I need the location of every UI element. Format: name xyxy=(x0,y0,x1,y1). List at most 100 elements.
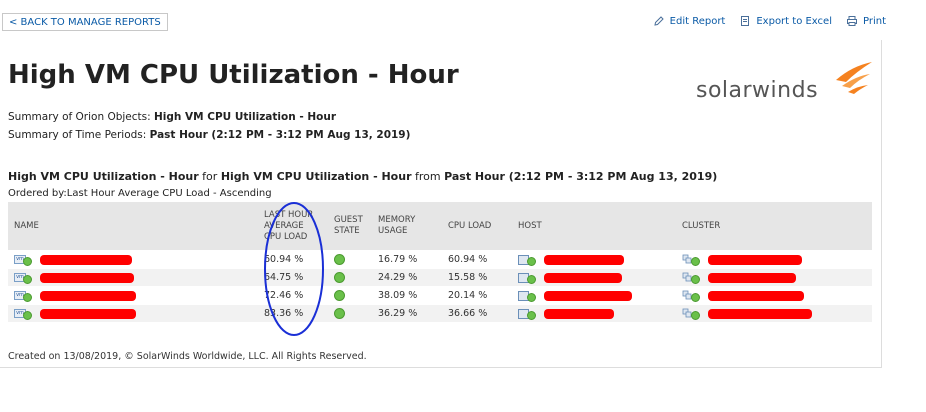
col-host-header[interactable]: HOST xyxy=(512,202,676,251)
host-cell[interactable] xyxy=(512,268,676,287)
host-icon xyxy=(518,272,540,284)
cluster-icon xyxy=(682,272,704,284)
status-up-icon xyxy=(527,310,536,320)
cluster-icon xyxy=(682,290,704,302)
redacted-cluster-name xyxy=(708,254,802,265)
status-up-icon xyxy=(527,292,536,302)
status-up-icon xyxy=(23,256,32,266)
col-guest-state-header[interactable]: GUEST STATE xyxy=(328,202,372,251)
avg-cpu-cell: 64.75 % xyxy=(258,268,328,287)
table-row[interactable]: vm 83.36 % 36.29 % 36.66 % xyxy=(8,304,872,322)
host-cell[interactable] xyxy=(512,286,676,305)
subtitle-period: Past Hour (2:12 PM - 3:12 PM Aug 13, 201… xyxy=(444,170,718,183)
table-row[interactable]: vm 64.75 % 24.29 % 15.58 % xyxy=(8,268,872,287)
redacted-cluster-name xyxy=(708,272,796,283)
status-up-icon xyxy=(691,256,700,266)
redacted-cluster-name xyxy=(708,290,804,301)
export-excel-label: Export to Excel xyxy=(756,15,832,27)
solarwinds-logo: solarwinds xyxy=(696,58,876,103)
back-to-manage-reports-button[interactable]: < BACK TO MANAGE REPORTS xyxy=(2,13,168,31)
guest-state-cell xyxy=(328,304,372,322)
report-footer: Created on 13/08/2019, © SolarWinds Worl… xyxy=(8,351,367,362)
vm-name-cell[interactable]: vm xyxy=(8,304,258,322)
cluster-cell[interactable] xyxy=(676,286,872,305)
vm-name-cell[interactable]: vm xyxy=(8,268,258,287)
vm-icon: vm xyxy=(14,272,36,284)
summary-objects-value: High VM CPU Utilization - Hour xyxy=(154,111,337,123)
guest-state-cell xyxy=(328,250,372,269)
print-link[interactable]: Print xyxy=(846,13,886,29)
table-row[interactable]: vm 72.46 % 38.09 % 20.14 % xyxy=(8,286,872,305)
status-up-icon xyxy=(527,256,536,266)
export-excel-link[interactable]: Export to Excel xyxy=(739,13,832,29)
vm-name-cell[interactable]: vm xyxy=(8,250,258,269)
guest-running-icon xyxy=(334,272,345,283)
annotation-circle xyxy=(264,202,324,336)
memory-cell: 16.79 % xyxy=(372,250,442,269)
status-up-icon xyxy=(691,274,700,284)
document-icon xyxy=(741,16,750,26)
status-up-icon xyxy=(691,292,700,302)
avg-cpu-cell: 60.94 % xyxy=(258,250,328,269)
status-up-icon xyxy=(23,274,32,284)
col-cpu-header[interactable]: CPU LOAD xyxy=(442,202,512,251)
col-name-header[interactable]: NAME xyxy=(8,202,258,251)
subtitle-from: from xyxy=(411,170,445,183)
host-cell[interactable] xyxy=(512,250,676,269)
col-cluster-header[interactable]: CLUSTER xyxy=(676,202,872,251)
guest-running-icon xyxy=(334,290,345,301)
table-subtitle: High VM CPU Utilization - Hour for High … xyxy=(8,170,717,183)
sun-wings-icon xyxy=(836,62,872,94)
summary-periods-label: Summary of Time Periods: xyxy=(8,129,150,141)
vm-icon: vm xyxy=(14,254,36,266)
edit-report-label: Edit Report xyxy=(669,15,726,27)
cpu-cell: 36.66 % xyxy=(442,304,512,322)
redacted-host-name xyxy=(544,290,632,301)
vm-icon: vm xyxy=(14,290,36,302)
cluster-cell[interactable] xyxy=(676,250,872,269)
memory-cell: 38.09 % xyxy=(372,286,442,305)
report-toolbar: Edit Report Export to Excel Print xyxy=(653,13,886,29)
ordered-by: Ordered by:Last Hour Average CPU Load - … xyxy=(8,188,272,199)
host-icon xyxy=(518,308,540,320)
host-icon xyxy=(518,290,540,302)
avg-cpu-cell: 83.36 % xyxy=(258,304,328,322)
cluster-icon xyxy=(682,308,704,320)
redacted-vm-name xyxy=(40,272,134,283)
subtitle-name: High VM CPU Utilization - Hour xyxy=(8,170,199,183)
table-header-row: NAME LAST HOUR AVERAGE CPU LOAD GUEST ST… xyxy=(8,202,872,251)
redacted-vm-name xyxy=(40,308,136,319)
pencil-icon xyxy=(654,16,664,26)
cpu-cell: 20.14 % xyxy=(442,286,512,305)
print-label: Print xyxy=(862,15,886,27)
memory-cell: 24.29 % xyxy=(372,268,442,287)
redacted-host-name xyxy=(544,308,614,319)
memory-cell: 36.29 % xyxy=(372,304,442,322)
printer-icon xyxy=(846,16,857,26)
col-memory-header[interactable]: MEMORY USAGE xyxy=(372,202,442,251)
redacted-host-name xyxy=(544,254,624,265)
status-up-icon xyxy=(23,292,32,302)
edit-report-link[interactable]: Edit Report xyxy=(653,13,726,29)
cluster-icon xyxy=(682,254,704,266)
guest-state-cell xyxy=(328,268,372,287)
redacted-cluster-name xyxy=(708,308,812,319)
host-icon xyxy=(518,254,540,266)
status-up-icon xyxy=(691,310,700,320)
vm-name-cell[interactable]: vm xyxy=(8,286,258,305)
page-title: High VM CPU Utilization - Hour xyxy=(8,60,459,90)
report-frame xyxy=(0,40,882,368)
cluster-cell[interactable] xyxy=(676,268,872,287)
summary-periods: Summary of Time Periods: Past Hour (2:12… xyxy=(8,129,410,141)
host-cell[interactable] xyxy=(512,304,676,322)
logo-text: solarwinds xyxy=(696,78,819,103)
subtitle-object: High VM CPU Utilization - Hour xyxy=(220,170,412,183)
summary-periods-value: Past Hour (2:12 PM - 3:12 PM Aug 13, 201… xyxy=(149,129,411,141)
status-up-icon xyxy=(23,310,32,320)
summary-objects-label: Summary of Orion Objects: xyxy=(8,111,154,123)
redacted-vm-name xyxy=(40,254,132,265)
cluster-cell[interactable] xyxy=(676,304,872,322)
redacted-vm-name xyxy=(40,290,136,301)
summary-objects: Summary of Orion Objects: High VM CPU Ut… xyxy=(8,111,336,123)
table-row[interactable]: vm 60.94 % 16.79 % 60.94 % xyxy=(8,250,872,269)
